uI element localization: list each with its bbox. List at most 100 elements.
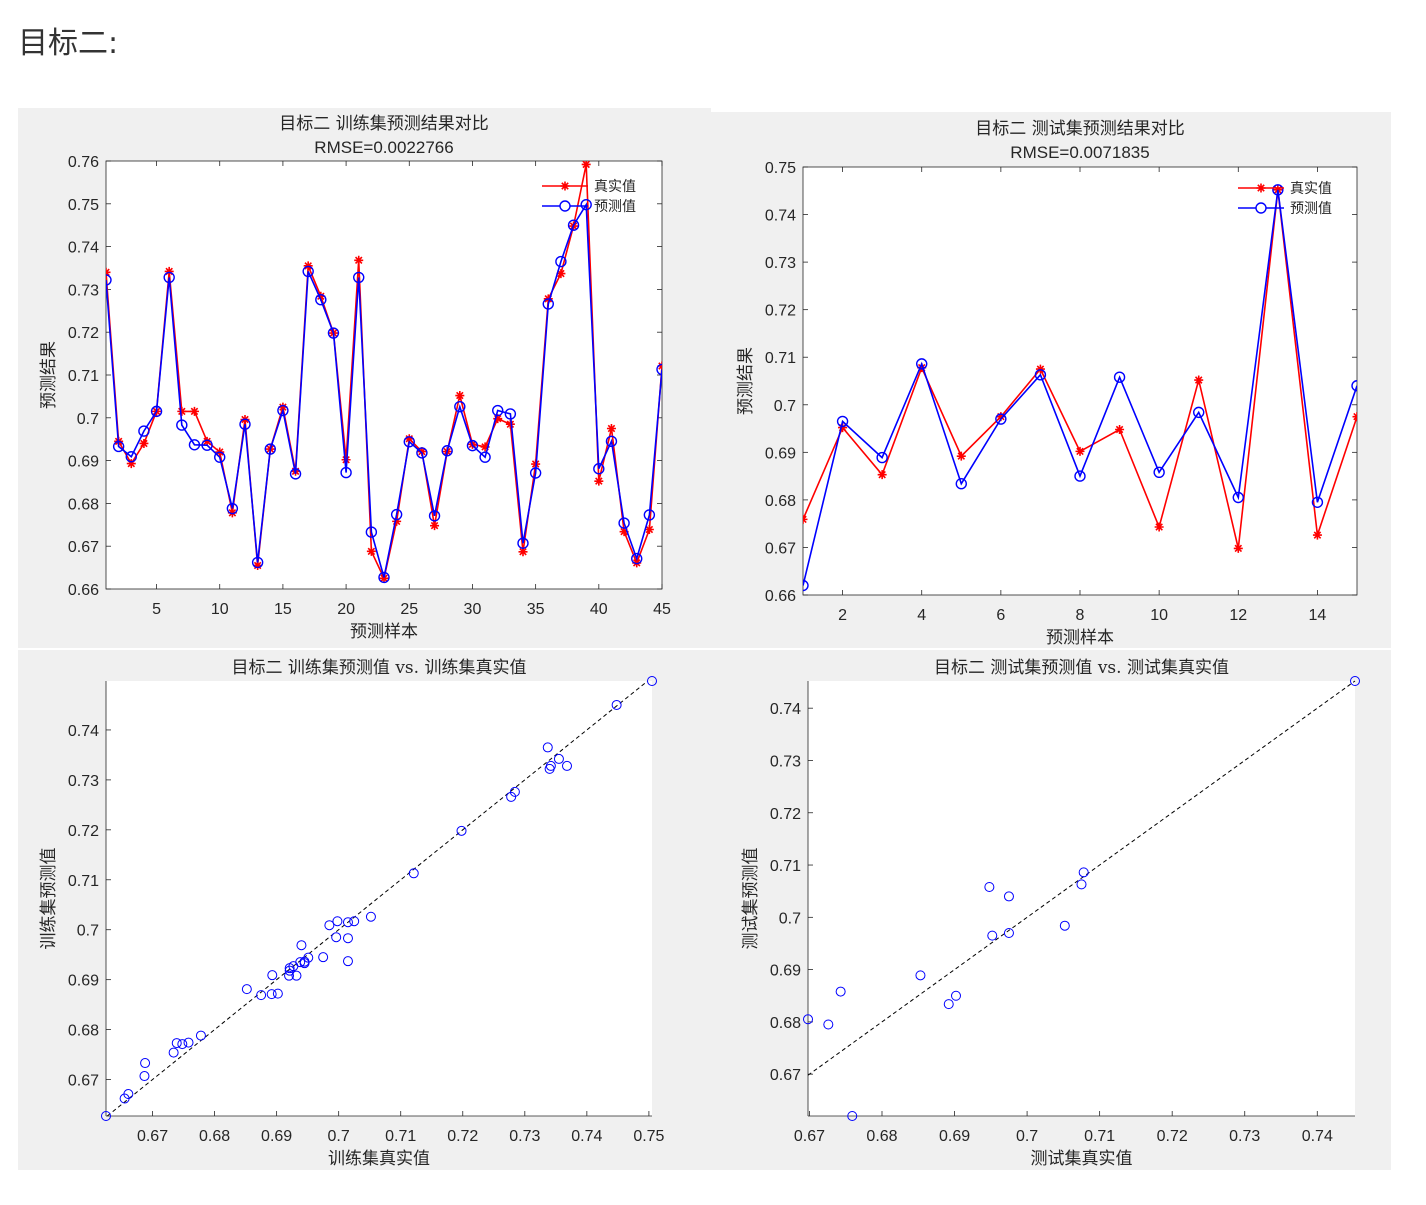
scatter-point: [647, 676, 657, 686]
data-point-true: [632, 558, 642, 568]
reference-line: [106, 680, 648, 1117]
figure-test-scatter: 0.67 0.68 0.69 0.7 0.71 0.72 0.73 0.74 0.67 0.68 0…: [716, 650, 1391, 1170]
data-point-true: [379, 573, 389, 583]
data-point-predicted: [555, 255, 567, 268]
x-tick-label: 0.73: [1229, 1128, 1260, 1145]
scatter-point: [1003, 891, 1014, 902]
data-point-true: [996, 412, 1006, 422]
y-tick-label: 0.7: [779, 910, 801, 927]
data-point-true: [316, 291, 326, 301]
data-point-predicted: [542, 298, 554, 310]
legend-label: 真实值: [1290, 181, 1332, 197]
data-point-predicted: [656, 363, 662, 376]
plot-area: [802, 166, 1358, 596]
y-tick-label: 0.76: [68, 154, 99, 171]
data-point-predicted: [803, 579, 809, 592]
x-tick-label: 6: [996, 607, 1005, 624]
data-point-predicted: [1074, 470, 1086, 482]
legend-swatch-marker: [559, 200, 571, 212]
data-point-predicted: [340, 466, 352, 479]
y-tick-label: 0.73: [68, 773, 99, 790]
data-point-true: [189, 406, 199, 416]
data-point-predicted: [251, 556, 264, 569]
x-axis-label: 预测样本: [350, 622, 418, 642]
test-scatter-chart: 0.67 0.68 0.69 0.7 0.71 0.72 0.73 0.74 0.67 0.68 0…: [741, 658, 1360, 1169]
y-tick-label: 0.74: [765, 208, 796, 225]
y-tick-label: 0.67: [770, 1067, 801, 1084]
series-line: [803, 189, 1357, 586]
test-line-chart: 2 4 6 8 10 12 14 0.66 0.67 0.68 0.69 0.7 0.71 0.72 0.7…: [736, 119, 1358, 648]
scatter-point: [331, 932, 342, 943]
y-tick-label: 0.71: [770, 858, 801, 875]
y-tick-label: 0.72: [765, 303, 796, 320]
data-point-predicted: [593, 463, 605, 475]
data-point-predicted: [390, 508, 403, 521]
data-point-true: [803, 514, 808, 524]
x-tick-label: 25: [400, 601, 418, 618]
x-tick-label: 0.71: [385, 1128, 416, 1145]
x-tick-label: 35: [527, 601, 545, 618]
data-point-predicted: [836, 415, 849, 428]
y-tick-label: 0.71: [68, 368, 99, 385]
scatter-point: [803, 1014, 813, 1025]
scatter-point: [272, 988, 283, 999]
legend-label: 预测值: [594, 199, 636, 215]
data-point-predicted: [454, 400, 466, 413]
data-point-true: [126, 459, 136, 469]
data-point-true: [644, 525, 654, 535]
scatter-point: [835, 986, 846, 997]
data-point-true: [518, 547, 528, 557]
scatter-point: [284, 963, 295, 974]
scatter-point: [342, 956, 353, 967]
data-point-predicted: [995, 413, 1007, 425]
data-point-true: [556, 269, 566, 279]
series-predicted: [106, 198, 662, 584]
data-point-predicted: [466, 439, 479, 452]
scatter-point: [284, 970, 295, 981]
y-tick-label: 0.68: [770, 1015, 801, 1032]
scatter-point: [303, 952, 314, 963]
x-tick-label: 20: [337, 601, 355, 618]
scatter-point: [291, 970, 302, 981]
x-tick-label: 40: [590, 601, 608, 618]
scatter-point: [1059, 920, 1070, 931]
reference-line: [807, 680, 1356, 1076]
data-point-predicted: [1311, 496, 1324, 508]
chart-subtitle: RMSE=0.0022766: [314, 138, 453, 157]
data-point-predicted: [504, 408, 517, 420]
train-line-chart: 5 10 15 20 25 30 35 40 45 0.66 0.67 0.68 0.69 0.7 0.71…: [39, 114, 671, 642]
data-point-predicted: [955, 478, 967, 490]
y-tick-label: 0.67: [68, 539, 99, 556]
data-point-predicted: [327, 327, 340, 339]
x-tick-label: 10: [1150, 607, 1168, 624]
data-point-true: [227, 508, 237, 518]
x-tick-label: 15: [274, 601, 292, 618]
data-point-predicted: [1034, 369, 1047, 381]
y-tick-label: 0.66: [765, 588, 796, 605]
legend-label: 预测值: [1290, 201, 1332, 217]
x-tick-label: 0.68: [199, 1128, 230, 1145]
data-point-true: [480, 442, 490, 452]
scatter-point: [984, 881, 995, 892]
scatter-point: [915, 970, 926, 981]
scatter-point: [183, 1037, 194, 1048]
data-point-true: [341, 455, 351, 465]
series-line: [106, 202, 662, 578]
scatter-point: [267, 970, 278, 981]
data-point-predicted: [643, 509, 656, 521]
plot-area: [106, 681, 652, 1116]
x-tick-label: 5: [152, 601, 161, 618]
data-point-predicted: [605, 435, 618, 448]
y-tick-label: 0.75: [68, 197, 99, 214]
x-axis-label: 测试集真实值: [1031, 1149, 1133, 1169]
scatter-point: [296, 940, 307, 951]
y-tick-label: 0.69: [770, 963, 801, 980]
scatter-point: [101, 1111, 111, 1121]
data-point-true: [560, 181, 570, 191]
data-point-true: [1352, 412, 1357, 422]
data-point-predicted: [631, 552, 643, 565]
x-tick-label: 0.73: [509, 1128, 540, 1145]
data-point-predicted: [441, 445, 453, 457]
data-point-predicted: [365, 526, 378, 538]
